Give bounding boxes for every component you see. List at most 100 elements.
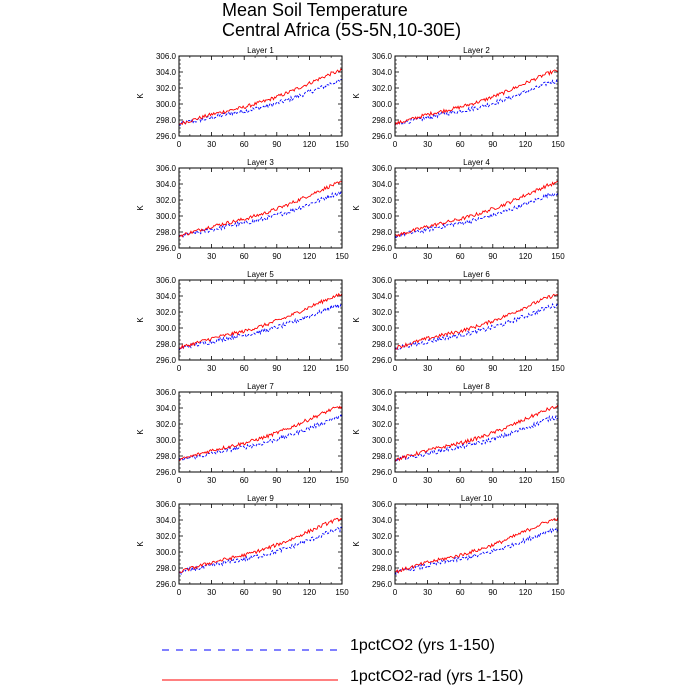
y-tick-label: 304.0	[156, 404, 177, 413]
x-tick-label: 30	[207, 364, 216, 373]
panel-title: Layer 4	[463, 158, 490, 167]
x-tick-label: 60	[456, 476, 465, 485]
x-tick-label: 150	[551, 252, 565, 261]
y-tick-label: 306.0	[156, 388, 177, 397]
panel-frame	[394, 55, 559, 137]
x-tick-label: 150	[335, 252, 349, 261]
x-tick-label: 120	[519, 252, 533, 261]
legend-swatch-dashed	[162, 649, 338, 651]
y-tick-label: 296.0	[156, 356, 177, 365]
panel-5: Layer 5 K 296.0 298.0 300.0 302.0 304.0 306.0 0 3…	[136, 270, 349, 373]
y-tick-label: 304.0	[156, 292, 177, 301]
x-tick-label: 90	[272, 140, 281, 149]
chart-subtitle: Central Africa (5S-5N,10-30E)	[222, 20, 462, 40]
panel-frame	[394, 167, 559, 249]
x-tick-label: 30	[207, 588, 216, 597]
panel-frame	[178, 391, 343, 473]
x-tick-label: 60	[456, 140, 465, 149]
y-tick-label: 304.0	[372, 404, 393, 413]
y-axis-label: K	[136, 93, 145, 99]
panel-4: Layer 4 K 296.0 298.0 300.0 302.0 304.0 306.0 0 3…	[352, 158, 565, 261]
panel-title: Layer 1	[247, 46, 274, 55]
y-tick-label: 306.0	[372, 276, 393, 285]
y-tick-label: 298.0	[372, 116, 393, 125]
y-axis-label: K	[136, 205, 145, 211]
series-1pctco2-rad-line	[178, 292, 343, 350]
y-tick-label: 296.0	[156, 244, 177, 253]
y-tick-label: 296.0	[156, 468, 177, 477]
panel-frame	[178, 503, 343, 585]
y-tick-label: 298.0	[372, 228, 393, 237]
x-tick-label: 30	[207, 476, 216, 485]
y-tick-label: 296.0	[372, 580, 393, 589]
x-tick-label: 90	[488, 588, 497, 597]
x-tick-label: 120	[519, 588, 533, 597]
y-tick-label: 298.0	[372, 564, 393, 573]
y-tick-label: 296.0	[372, 356, 393, 365]
panel-title: Layer 10	[461, 494, 493, 503]
panel-title: Layer 9	[247, 494, 274, 503]
panel-frame	[178, 55, 343, 137]
x-tick-label: 0	[177, 252, 182, 261]
x-tick-label: 30	[423, 252, 432, 261]
panel-7: Layer 7 K 296.0 298.0 300.0 302.0 304.0 306.0 0 3…	[136, 382, 349, 485]
y-tick-label: 300.0	[372, 436, 393, 445]
panel-6: Layer 6 K 296.0 298.0 300.0 302.0 304.0 306.0 0 3…	[352, 270, 565, 373]
series-1pctco2-rad-line	[394, 404, 559, 462]
y-tick-label: 298.0	[372, 452, 393, 461]
x-tick-label: 0	[177, 476, 182, 485]
x-tick-label: 90	[488, 140, 497, 149]
y-tick-label: 302.0	[156, 420, 177, 429]
y-tick-label: 298.0	[156, 452, 177, 461]
series-1pctco2-rad-line	[394, 293, 559, 350]
panel-title: Layer 2	[463, 46, 490, 55]
panel-frame	[394, 279, 559, 361]
panel-title: Layer 3	[247, 158, 274, 167]
panel-title: Layer 7	[247, 382, 274, 391]
y-tick-label: 296.0	[372, 468, 393, 477]
y-tick-label: 302.0	[156, 84, 177, 93]
y-tick-label: 302.0	[372, 196, 393, 205]
y-axis-label: K	[136, 541, 145, 547]
series-1pctco2-line	[178, 414, 343, 462]
x-tick-label: 0	[393, 252, 398, 261]
panel-2: Layer 2 K 296.0 298.0 300.0 302.0 304.0 306.0 0 3…	[352, 46, 565, 149]
x-tick-label: 60	[240, 252, 249, 261]
x-tick-label: 120	[303, 476, 317, 485]
x-tick-label: 90	[272, 364, 281, 373]
y-tick-label: 304.0	[372, 516, 393, 525]
y-tick-label: 306.0	[372, 164, 393, 173]
y-tick-label: 304.0	[372, 180, 393, 189]
y-tick-label: 302.0	[156, 308, 177, 317]
x-tick-label: 150	[335, 364, 349, 373]
x-tick-label: 120	[303, 252, 317, 261]
x-tick-label: 120	[303, 140, 317, 149]
series-1pctco2-rad-line	[178, 517, 343, 573]
x-tick-label: 90	[272, 252, 281, 261]
x-tick-label: 150	[551, 140, 565, 149]
y-tick-label: 296.0	[156, 580, 177, 589]
x-tick-label: 60	[240, 140, 249, 149]
x-tick-label: 60	[456, 364, 465, 373]
x-tick-label: 60	[240, 364, 249, 373]
y-tick-label: 298.0	[156, 340, 177, 349]
legend-swatch-solid	[162, 679, 338, 681]
y-tick-label: 306.0	[156, 52, 177, 61]
x-tick-label: 0	[393, 588, 398, 597]
y-tick-label: 306.0	[372, 388, 393, 397]
series-1pctco2-rad-line	[178, 68, 343, 126]
series-1pctco2-rad-line	[394, 69, 559, 126]
panel-3: Layer 3 K 296.0 298.0 300.0 302.0 304.0 306.0 0 3…	[136, 158, 349, 261]
x-tick-label: 60	[456, 588, 465, 597]
y-tick-label: 306.0	[156, 276, 177, 285]
y-tick-label: 296.0	[372, 244, 393, 253]
y-tick-label: 304.0	[372, 292, 393, 301]
y-tick-label: 300.0	[156, 324, 177, 333]
panel-frame	[394, 391, 559, 473]
x-tick-label: 150	[335, 476, 349, 485]
y-tick-label: 296.0	[156, 132, 177, 141]
y-tick-label: 300.0	[156, 212, 177, 221]
x-tick-label: 150	[551, 476, 565, 485]
